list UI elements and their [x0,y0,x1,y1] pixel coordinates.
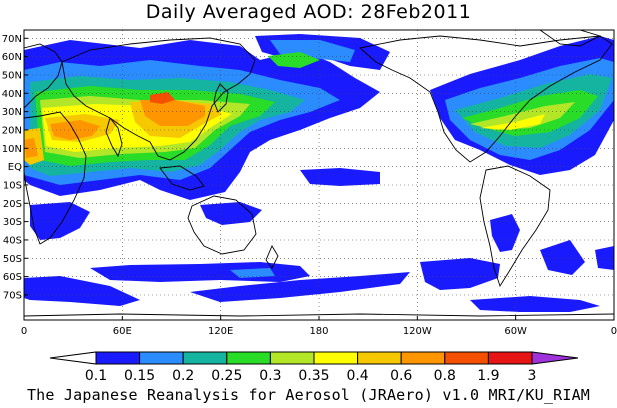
coastlines [24,30,614,317]
colorbar-label: 0.1 [85,368,107,384]
colorbar-label: 0.8 [434,368,456,384]
lat-label: 10S [3,180,22,191]
lat-label: 10N [2,144,22,155]
aod-level-redorange [150,92,175,104]
colorbar-label: 0.4 [346,368,368,384]
caption: The Japanese Reanalysis for Aerosol (JRA… [26,386,591,404]
lat-label: 30N [2,107,22,118]
colorbar-label: 3 [528,368,537,384]
lat-label: 30S [3,217,22,228]
lat-label: 40N [2,89,22,100]
lat-label: 60S [3,272,22,283]
lat-label: 40S [3,235,22,246]
lat-label: 60N [2,52,22,63]
colorbar-segment [139,351,184,365]
colorbar-segment [95,351,141,365]
colorbar-segment [269,351,315,365]
lat-label: 70N [2,34,22,45]
aod-fields [24,30,614,317]
colorbar: 0.1 0.15 0.2 0.25 0.3 0.35 0.4 0.6 0.8 1.9 3 [49,351,579,384]
lat-axis: 70N 60N 50N 40N 30N 20N 10N EQ 10S 20S 30S 40S 50S 60… [2,34,28,301]
colorbar-label: 0.2 [172,368,194,384]
colorbar-segment [313,351,359,365]
lon-label: 60E [113,326,132,337]
lat-label: EQ [8,162,22,173]
colorbar-segment [531,351,579,365]
colorbar-segment [400,351,446,365]
colorbar-label: 1.9 [477,368,499,384]
colorbar-label: 0.35 [298,368,329,384]
graticule [24,30,614,320]
lon-label: 120E [208,326,233,337]
colorbar-segment [226,351,271,365]
colorbar-segment [357,351,402,365]
lon-label: 60W [504,326,527,337]
lat-label: 20S [3,199,22,210]
lat-label: 50S [3,254,22,265]
colorbar-segment [487,351,533,365]
colorbar-segment [444,351,489,365]
lon-label: 120W [403,326,432,337]
lon-label: 180 [309,326,328,337]
lon-label: 0 [21,326,27,337]
colorbar-label: 0.3 [259,368,281,384]
colorbar-segment [49,351,97,365]
lat-label: 70S [3,290,22,301]
lon-axis: 0 60E 120E 180 120W 60W 0 [21,316,617,337]
colorbar-label: 0.15 [124,368,155,384]
map-title: Daily Averaged AOD: 28Feb2011 [145,1,472,23]
colorbar-segment [182,351,228,365]
lon-label: 0 [611,326,617,337]
lat-label: 50N [2,70,22,81]
colorbar-label: 0.25 [211,368,242,384]
lat-label: 20N [2,125,22,136]
aod-level-orange [24,100,205,158]
colorbar-label: 0.6 [390,368,412,384]
